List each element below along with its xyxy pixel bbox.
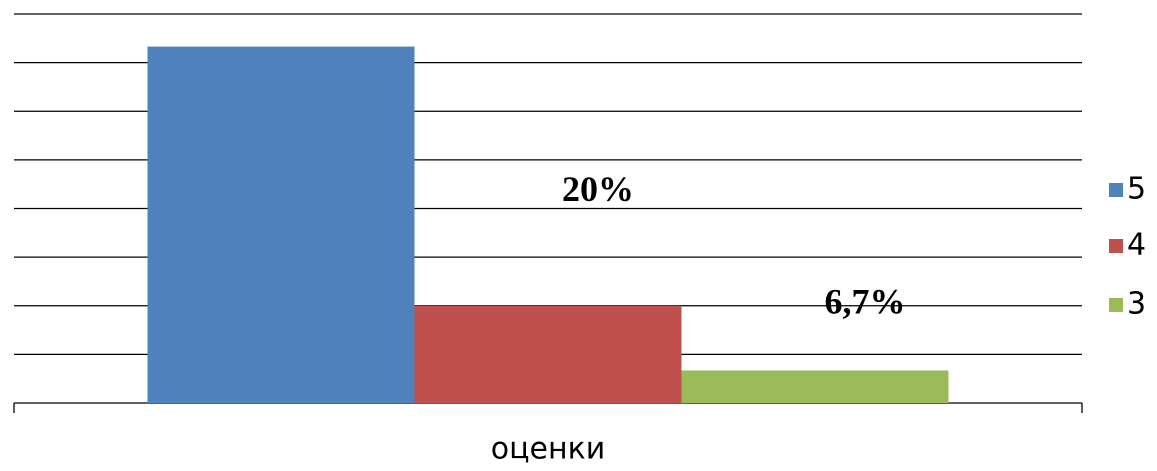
data-label: 6,7% (825, 282, 906, 322)
legend-swatch (1109, 298, 1123, 312)
bar (681, 370, 949, 403)
data-label: 20% (562, 169, 634, 209)
legend-swatch (1109, 183, 1123, 197)
bar (147, 46, 415, 404)
legend-label: 5 (1127, 172, 1146, 207)
x-tick-label: оценки (491, 432, 605, 467)
legend-label: 3 (1127, 287, 1146, 322)
legend-swatch (1109, 239, 1123, 253)
legend-label: 4 (1127, 228, 1146, 263)
bar (414, 305, 682, 403)
